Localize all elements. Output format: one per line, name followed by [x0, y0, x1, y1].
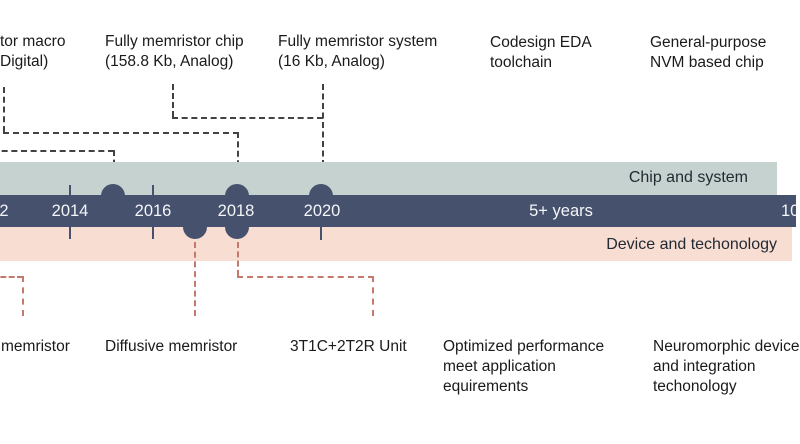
year-label-2012-cut: 2	[0, 202, 9, 220]
device-and-technology-caption: Device and techonology	[606, 236, 777, 253]
tick-2016-bottom	[152, 227, 154, 239]
milestone-label-line: tor macro	[0, 33, 66, 50]
milestone-label-line: techonology	[653, 378, 737, 395]
milestone-label-line: Fully memristor chip	[105, 33, 244, 50]
connector-to-memristor-label	[22, 276, 24, 316]
connector-chip-vertical	[172, 84, 174, 117]
milestone-label-general-purpose-nvm: General-purpose NVM based chip	[650, 33, 766, 72]
milestone-label-line: Neuromorphic device	[653, 338, 800, 355]
milestone-label-3t1c-2t2r-unit: 3T1C+2T2R Unit	[290, 337, 407, 357]
milestone-label-line: and integration	[653, 358, 756, 375]
timeline-band	[0, 195, 796, 227]
connector-macro-vertical	[3, 87, 5, 132]
milestone-label-line: meet application	[443, 358, 556, 375]
milestone-label-line: Fully memristor system	[278, 33, 438, 50]
milestone-label-memristor: memristor	[1, 337, 70, 357]
milestone-label-fully-memristor-chip: Fully memristor chip (158.8 Kb, Analog)	[105, 32, 244, 71]
tick-2014-bottom	[69, 227, 71, 239]
year-label-2014: 2014	[51, 202, 89, 220]
milestone-label-line: NVM based chip	[650, 53, 764, 71]
milestone-label-memristor-macro: tor macro Digital)	[0, 32, 65, 71]
milestone-label-line: (16 Kb, Analog)	[278, 52, 385, 70]
year-label-2018: 2018	[217, 202, 255, 220]
year-label-10-text: 10	[781, 202, 796, 220]
tick-2016-top	[152, 185, 154, 195]
device-and-technology-band	[0, 227, 792, 261]
milestone-label-line: equirements	[443, 378, 529, 395]
connector-2018-bottom-vertical	[237, 242, 239, 276]
chip-and-system-band	[0, 162, 777, 195]
milestone-label-codesign-eda: Codesign EDA toolchain	[490, 33, 592, 72]
connector-chip-horizontal	[172, 117, 323, 119]
tick-2020-bottom	[320, 227, 322, 240]
year-label-5plus-years: 5+ years	[529, 202, 593, 220]
milestone-label-line: toolchain	[490, 53, 553, 71]
milestone-label-line: Codesign EDA	[490, 34, 592, 51]
connector-macro-horizontal	[3, 132, 239, 134]
connector-2018-bottom-horizontal	[237, 276, 374, 278]
milestone-label-line: (158.8 Kb, Analog)	[105, 52, 234, 70]
connector-to-diffusive-label	[194, 242, 196, 316]
milestone-label-line: memristor	[1, 338, 70, 355]
tick-2014-top	[69, 185, 71, 195]
connector-offscreen-horizontal	[0, 150, 114, 152]
year-label-2020: 2020	[303, 202, 341, 220]
chip-and-system-caption: Chip and system	[628, 169, 748, 186]
milestone-label-fully-memristor-system: Fully memristor system (16 Kb, Analog)	[278, 32, 437, 71]
year-label-10-cut: 10	[781, 195, 796, 227]
milestone-label-line: General-purpose	[650, 34, 767, 51]
year-label-2016: 2016	[134, 202, 172, 220]
milestone-label-line: Digital)	[0, 52, 49, 70]
milestone-label-neuromorphic-device: Neuromorphic device and integration tech…	[653, 337, 799, 397]
milestone-label-line: Optimized performance	[443, 338, 605, 355]
milestone-label-line: Diffusive memristor	[105, 338, 238, 355]
connector-to-2018-dot	[237, 132, 239, 185]
connector-offscreen-bottom-horizontal	[0, 276, 23, 278]
connector-to-2020-dot	[322, 84, 324, 185]
milestone-label-line: 3T1C+2T2R Unit	[290, 338, 407, 355]
connector-to-3t1c-label	[372, 276, 374, 316]
milestone-label-diffusive-memristor: Diffusive memristor	[105, 337, 237, 357]
milestone-label-optimized-performance: Optimized performance meet application e…	[443, 337, 604, 397]
